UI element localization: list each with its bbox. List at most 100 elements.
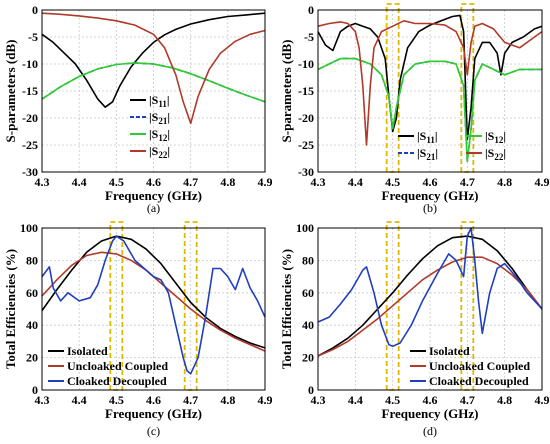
y-tick-label: -10 xyxy=(298,57,314,71)
y-tick-label: 40 xyxy=(302,318,314,332)
legend-label: |S21| xyxy=(417,146,438,162)
y-tick-label: 0 xyxy=(308,383,314,397)
y-tick-label: -20 xyxy=(22,111,38,125)
legend-label: |S21| xyxy=(149,110,170,126)
y-tick-label: 0 xyxy=(32,3,38,17)
y-tick-label: -25 xyxy=(22,138,38,152)
x-tick-label: 4.4 xyxy=(72,393,87,407)
y-axis-label: S-parameters (dB) xyxy=(279,40,294,143)
x-axis-label: Frequency (GHz) xyxy=(105,188,202,203)
y-tick-label: 100 xyxy=(20,221,38,235)
legend: |S11||S21||S12||S22| xyxy=(130,93,170,160)
y-tick-label: 60 xyxy=(26,286,38,300)
y-tick-label: 40 xyxy=(26,318,38,332)
y-tick-label: -25 xyxy=(298,138,314,152)
y-tick-label: 100 xyxy=(296,221,314,235)
panel-caption: (c) xyxy=(147,424,160,438)
chart-c: 4.3 4.4 4.5 4.6 4.7 4.8 4.9 0 20 40 60 80 100 Frequen… xyxy=(3,221,273,438)
legend-label: Isolated xyxy=(67,344,108,358)
y-tick-label: 0 xyxy=(308,3,314,17)
x-tick-label: 4.3 xyxy=(35,393,50,407)
legend-label: |S22| xyxy=(485,146,506,162)
y-tick-label: 20 xyxy=(302,351,314,365)
series-line-2 xyxy=(41,62,266,103)
x-tick-label: 4.4 xyxy=(348,393,363,407)
legend-label: Uncloaked Coupled xyxy=(67,359,168,373)
x-tick-label: 4.9 xyxy=(535,175,550,189)
series-line-2 xyxy=(41,235,266,375)
y-tick-label: -5 xyxy=(304,30,314,44)
x-tick-label: 4.4 xyxy=(72,175,87,189)
x-tick-label: 4.5 xyxy=(385,393,400,407)
x-tick-label: 4.9 xyxy=(258,393,273,407)
panel-caption: (a) xyxy=(147,201,160,215)
series-line-0 xyxy=(317,14,543,141)
x-tick-label: 4.8 xyxy=(220,175,235,189)
x-tick-label: 4.8 xyxy=(497,175,512,189)
y-tick-label: 80 xyxy=(26,253,38,267)
series-line-3 xyxy=(317,19,543,146)
y-tick-label: -10 xyxy=(22,57,38,71)
series-line-0 xyxy=(317,235,543,357)
legend: |S11||S21| |S12||S22| xyxy=(398,129,506,162)
x-tick-label: 4.3 xyxy=(35,175,50,189)
x-tick-label: 4.7 xyxy=(460,175,475,189)
legend-label: |S11| xyxy=(417,129,438,145)
y-tick-label: -15 xyxy=(298,84,314,98)
y-axis-label: S-parameters (dB) xyxy=(3,40,18,143)
chart-d: 4.3 4.4 4.5 4.6 4.7 4.8 4.9 0 20 40 60 80 100 Frequen… xyxy=(279,221,550,438)
plot-frame xyxy=(317,227,543,391)
y-tick-label: -30 xyxy=(298,165,314,179)
y-tick-label: -20 xyxy=(298,111,314,125)
series-line-1 xyxy=(317,256,543,357)
x-tick-label: 4.6 xyxy=(146,393,161,407)
x-tick-label: 4.6 xyxy=(423,175,438,189)
y-tick-label: -15 xyxy=(22,84,38,98)
panel-caption: (d) xyxy=(423,424,437,438)
series-line-2 xyxy=(317,57,542,162)
x-tick-label: 4.6 xyxy=(423,393,438,407)
legend-label: |S22| xyxy=(149,144,170,160)
x-tick-label: 4.7 xyxy=(183,393,198,407)
legend-label: |S11| xyxy=(149,93,170,109)
legend-label: Cloaked Decoupled xyxy=(67,374,167,388)
x-tick-label: 4.6 xyxy=(146,175,161,189)
y-tick-label: 60 xyxy=(302,286,314,300)
legend-label: |S12| xyxy=(149,127,170,143)
x-tick-label: 4.8 xyxy=(497,393,512,407)
x-tick-label: 4.5 xyxy=(109,393,124,407)
series-line-0 xyxy=(41,12,266,108)
panel-caption: (b) xyxy=(423,201,437,215)
x-tick-label: 4.3 xyxy=(311,393,326,407)
plot-frame xyxy=(41,9,266,173)
x-tick-label: 4.7 xyxy=(460,393,475,407)
x-tick-label: 4.5 xyxy=(385,175,400,189)
chart-b: 4.3 4.4 4.5 4.6 4.7 4.8 4.9 0 -5 -10 -15 -20 -25 -30 F… xyxy=(279,3,550,215)
legend-label: Isolated xyxy=(429,344,470,358)
plot-frame xyxy=(317,9,543,173)
series-line-2 xyxy=(317,227,543,348)
y-tick-label: 20 xyxy=(26,351,38,365)
legend-label: Uncloaked Coupled xyxy=(429,359,530,373)
x-axis-label: Frequency (GHz) xyxy=(105,406,202,421)
legend-label: |S12| xyxy=(485,129,506,145)
legend-label: Cloaked Decoupled xyxy=(429,374,529,388)
x-tick-label: 4.7 xyxy=(183,175,198,189)
x-tick-label: 4.9 xyxy=(535,393,550,407)
y-tick-label: -30 xyxy=(22,165,38,179)
x-tick-label: 4.3 xyxy=(311,175,326,189)
y-axis-label: Total Efficiencies (%) xyxy=(279,249,294,369)
x-tick-label: 4.8 xyxy=(220,393,235,407)
y-axis-label: Total Efficiencies (%) xyxy=(3,249,18,369)
y-tick-label: -5 xyxy=(28,30,38,44)
y-tick-label: 80 xyxy=(302,253,314,267)
x-tick-label: 4.4 xyxy=(348,175,363,189)
chart-a: 4.3 4.4 4.5 4.6 4.7 4.8 4.9 0 -5 -10 -15 -20 -25 -30 F… xyxy=(3,3,273,215)
y-tick-label: 0 xyxy=(32,383,38,397)
x-tick-label: 4.9 xyxy=(258,175,273,189)
x-tick-label: 4.5 xyxy=(109,175,124,189)
x-axis-label: Frequency (GHz) xyxy=(382,188,479,203)
